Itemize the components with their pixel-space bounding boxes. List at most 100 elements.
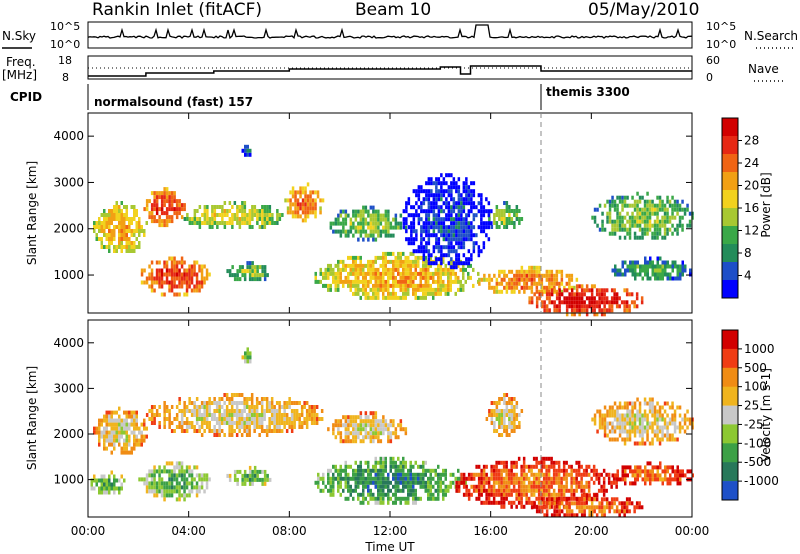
heatmap-cell (462, 221, 466, 226)
heatmap-cell (643, 223, 647, 228)
heatmap-cell (475, 496, 478, 501)
heatmap-cell (449, 259, 452, 264)
heatmap-cell (133, 245, 136, 249)
heatmap-cell (399, 221, 403, 226)
heatmap-cell (175, 292, 179, 297)
heatmap-cell (180, 280, 184, 285)
heatmap-cell (293, 421, 296, 425)
heatmap-cell (487, 500, 491, 505)
heatmap-cell (452, 209, 456, 214)
heatmap-cell (535, 480, 538, 485)
heatmap-cell (621, 469, 624, 474)
heatmap-cell (221, 209, 224, 213)
heatmap-cell (422, 189, 426, 194)
heatmap-cell (377, 255, 380, 260)
heatmap-cell (105, 490, 108, 495)
heatmap-cell (638, 195, 642, 200)
heatmap-cell (248, 397, 251, 401)
heatmap-cell (515, 277, 519, 282)
heatmap-cell (208, 397, 211, 401)
heatmap-cell (241, 473, 244, 478)
heatmap-cell (321, 198, 325, 203)
heatmap-cell (193, 284, 196, 289)
heatmap-cell (603, 300, 606, 305)
heatmap-cell (515, 213, 519, 217)
heatmap-cell (235, 401, 239, 405)
heatmap-cell (485, 480, 488, 485)
heatmap-cell (236, 209, 239, 213)
heatmap-cell (570, 513, 574, 518)
heatmap-cell (404, 275, 407, 280)
heatmap-cell (105, 482, 108, 487)
heatmap-cell (633, 203, 637, 208)
heatmap-cell (498, 209, 501, 213)
heatmap-cell (641, 421, 644, 426)
heatmap-cell (200, 417, 204, 421)
heatmap-cell (616, 268, 619, 273)
heatmap-cell (392, 283, 395, 288)
heatmap-cell (296, 206, 300, 211)
heatmap-cell (623, 405, 627, 410)
heatmap-cell (248, 473, 252, 478)
heatmap-cell (188, 272, 191, 277)
heatmap-cell (349, 476, 352, 481)
heatmap-cell (275, 409, 279, 413)
heatmap-cell (435, 261, 438, 266)
heatmap-cell (515, 401, 519, 405)
heatmap-cell (238, 393, 241, 397)
heatmap-cell (148, 272, 151, 277)
heatmap-cell (633, 433, 637, 438)
heatmap-cell (168, 409, 171, 413)
heatmap-cell (150, 276, 154, 281)
heatmap-cell (616, 195, 619, 200)
heatmap-cell (180, 469, 184, 474)
heatmap-cell (508, 401, 511, 405)
heatmap-cell (178, 485, 181, 490)
heatmap-cell (444, 484, 447, 489)
heatmap-cell (636, 235, 639, 240)
heatmap-cell (420, 229, 423, 234)
heatmap-cell (548, 281, 551, 286)
heatmap-cell (621, 207, 624, 212)
heatmap-cell (218, 429, 221, 433)
heatmap-cell (203, 489, 206, 494)
heatmap-cell (578, 308, 581, 313)
heatmap-cell (661, 207, 664, 212)
heatmap-cell (560, 281, 564, 286)
heatmap-cell (412, 500, 415, 505)
heatmap-cell (678, 429, 682, 434)
heatmap-cell (128, 438, 131, 443)
heatmap-cell (668, 405, 672, 410)
heatmap-cell (93, 229, 96, 233)
heatmap-cell (510, 277, 514, 282)
heatmap-cell (548, 505, 551, 510)
heatmap-cell (500, 413, 504, 417)
heatmap-cell (240, 421, 244, 425)
heatmap-cell (352, 255, 355, 260)
heatmap-cell (384, 427, 388, 432)
heatmap-cell (422, 209, 426, 214)
heatmap-cell (545, 472, 548, 477)
heatmap-cell (105, 217, 108, 221)
heatmap-cell (334, 217, 338, 222)
heatmap-cell (329, 480, 332, 485)
heatmap-cell (500, 277, 504, 282)
heatmap-cell (185, 477, 189, 482)
heatmap-cell (427, 492, 430, 497)
heatmap-cell (387, 480, 390, 485)
heatmap-cell (140, 422, 143, 427)
heatmap-cell (250, 409, 254, 413)
heatmap-cell (689, 469, 692, 474)
heatmap-cell (457, 209, 461, 214)
heatmap-cell (646, 211, 649, 216)
heatmap-cell (651, 469, 654, 474)
heatmap-cell (540, 472, 543, 477)
heatmap-cell (225, 405, 229, 409)
heatmap-cell (347, 496, 350, 501)
heatmap-cell (674, 276, 677, 281)
heatmap-cell (552, 488, 556, 493)
heatmap-cell (223, 409, 226, 413)
heatmap-cell (490, 225, 494, 229)
heatmap-cell (568, 300, 571, 305)
heatmap-cell (452, 201, 456, 206)
